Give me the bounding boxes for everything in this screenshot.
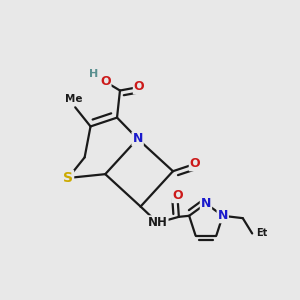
Text: N: N [201,197,211,210]
Text: NH: NH [148,216,168,229]
Text: O: O [172,189,183,202]
Text: Me: Me [65,94,82,104]
Text: O: O [134,80,144,94]
Text: H: H [89,69,99,79]
Text: N: N [218,209,228,222]
Text: N: N [132,132,143,145]
Text: Et: Et [256,229,267,238]
Text: S: S [63,171,73,185]
Text: O: O [100,75,111,88]
Text: O: O [190,157,200,170]
